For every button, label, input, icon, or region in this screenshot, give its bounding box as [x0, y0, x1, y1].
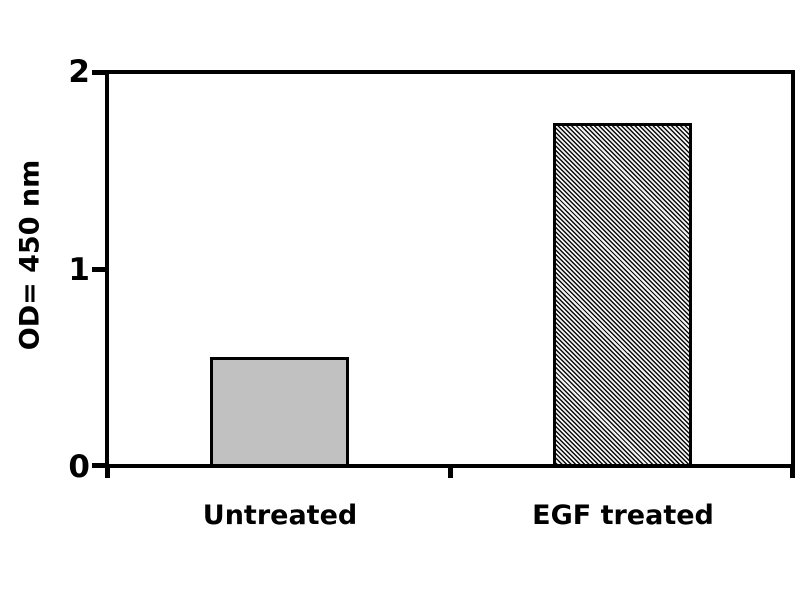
bar-egf-treated [553, 122, 692, 464]
y-tick-mark-2 [92, 70, 109, 75]
x-tick-mark-middle [448, 464, 453, 478]
plot-area [92, 70, 795, 478]
y-tick-label-0: 0 [68, 449, 90, 485]
x-category-label-untreated: Untreated [202, 500, 358, 531]
x-tick-mark-left [105, 464, 110, 478]
y-tick-label-1: 1 [68, 252, 90, 288]
y-tick-label-2: 2 [68, 54, 90, 90]
x-tick-mark-right [790, 464, 795, 478]
bar-untreated [210, 356, 349, 464]
y-tick-mark-0 [92, 463, 109, 468]
y-axis-title: OD= 450 nm [14, 159, 46, 351]
x-category-label-egf-treated: EGF treated [532, 500, 714, 531]
y-tick-mark-1 [92, 267, 109, 272]
